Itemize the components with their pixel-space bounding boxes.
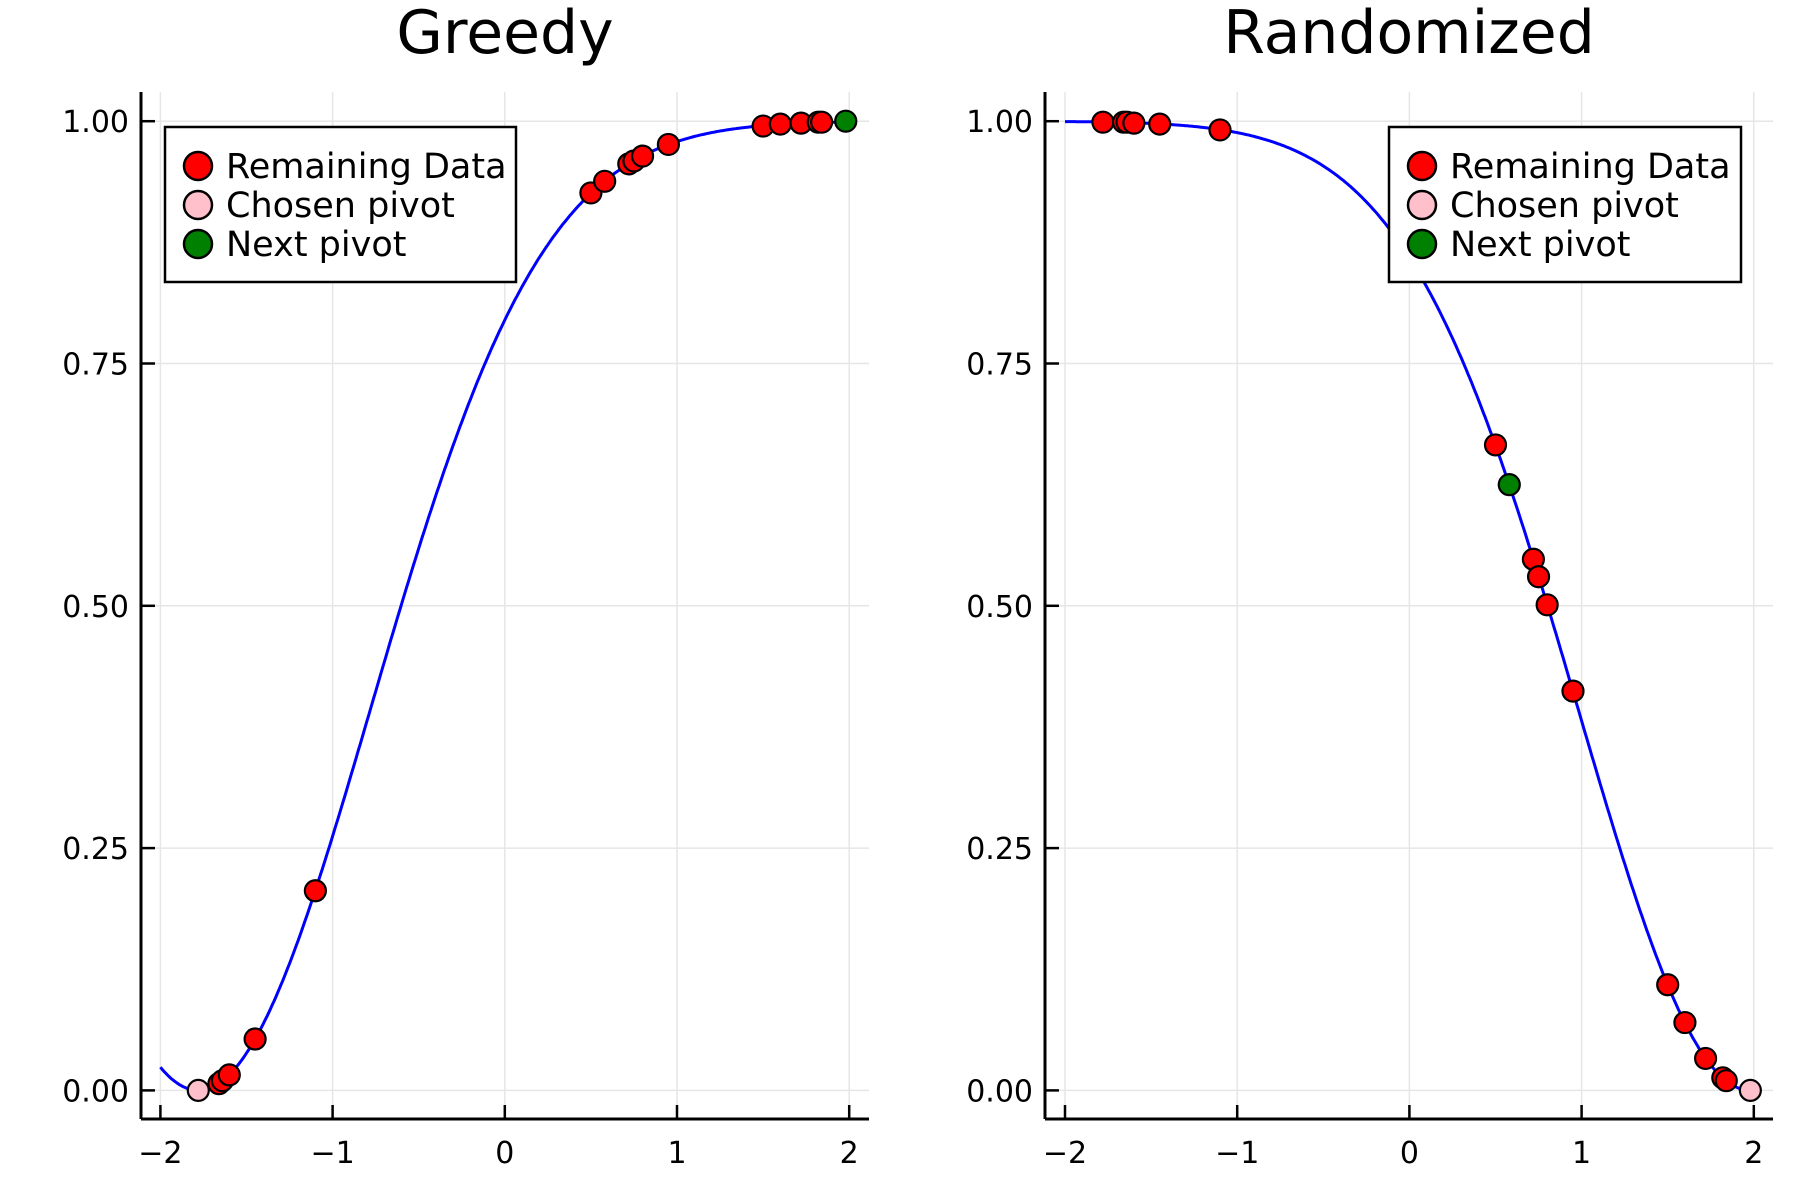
y-tick-label: 0.50 (966, 590, 1033, 625)
remaining-data-point (1483, 433, 1508, 457)
legend-box (163, 125, 518, 284)
chosen-pivot-point (186, 1078, 210, 1103)
remaining-data-point (1714, 1069, 1738, 1093)
remaining-data-point (1148, 112, 1172, 136)
legend-box (1387, 125, 1743, 284)
next-pivot-point (1497, 473, 1521, 497)
remaining-data-point (1535, 593, 1559, 617)
curve-line (159, 120, 850, 1092)
chosen-pivot-point (1738, 1078, 1762, 1103)
remaining-data-point (1091, 110, 1115, 134)
legend-label: Next pivot (226, 225, 406, 265)
remaining-data-point (810, 110, 834, 134)
legend-label: Remaining Data (226, 147, 507, 187)
legend-marker-icon (1406, 189, 1438, 221)
remaining-data-point (1122, 111, 1146, 135)
y-tick-label: 0.75 (62, 348, 129, 383)
legend-label: Next pivot (1450, 225, 1630, 265)
x-tick-label: 1 (1572, 1136, 1591, 1171)
greedy-panel: Greedy −2 −1 0 1 2 0.00 0.25 0.50 0.75 1.00 Remain… (62, 0, 869, 1171)
x-tick-label: 0 (1400, 1136, 1419, 1171)
x-tick-label: 2 (840, 1136, 859, 1171)
y-tick-label: 0.00 (62, 1074, 129, 1109)
legend-marker-icon (182, 189, 214, 221)
x-tick-label: 0 (495, 1136, 514, 1171)
remaining-data-point (593, 169, 617, 193)
remaining-data-point (1693, 1046, 1718, 1071)
remaining-data-point (768, 112, 792, 136)
legend-marker-icon (182, 228, 214, 260)
x-tick-label: 1 (667, 1136, 686, 1171)
legend-label: Chosen pivot (226, 186, 455, 226)
randomized-panel: Randomized −2 −1 0 1 2 0.00 0.25 0.50 0.75 1.00 Re… (966, 0, 1773, 1171)
legend-label: Chosen pivot (1450, 186, 1679, 226)
remaining-data-point (303, 879, 327, 903)
x-tick-label: −1 (310, 1136, 354, 1171)
y-tick-label: 1.00 (62, 105, 129, 140)
legend-marker-icon (182, 150, 214, 182)
remaining-data-point (1673, 1010, 1697, 1035)
remaining-data-point (1561, 679, 1585, 703)
y-tick-label: 0.75 (966, 348, 1033, 383)
y-tick-label: 0.25 (966, 832, 1033, 867)
remaining-data-point (1208, 118, 1232, 142)
chart-title: Greedy (396, 0, 613, 68)
y-tick-label: 0.50 (62, 590, 129, 625)
remaining-data-point (630, 144, 655, 168)
legend-label: Remaining Data (1450, 147, 1731, 187)
remaining-data-point (217, 1063, 241, 1087)
next-pivot-point (834, 109, 858, 133)
y-tick-label: 0.00 (966, 1074, 1033, 1109)
legend-marker-icon (1406, 228, 1438, 260)
x-tick-label: −1 (1215, 1136, 1259, 1171)
x-tick-label: −2 (138, 1136, 182, 1171)
legend-marker-icon (1406, 150, 1438, 182)
y-tick-label: 1.00 (966, 105, 1033, 140)
x-tick-label: −2 (1043, 1136, 1087, 1171)
remaining-data-point (1656, 973, 1680, 997)
remaining-data-point (243, 1027, 267, 1051)
remaining-data-point (656, 132, 680, 157)
x-tick-label: 2 (1744, 1136, 1763, 1171)
remaining-data-point (1526, 565, 1551, 589)
y-tick-label: 0.25 (62, 832, 129, 867)
chart-title: Randomized (1223, 0, 1595, 68)
